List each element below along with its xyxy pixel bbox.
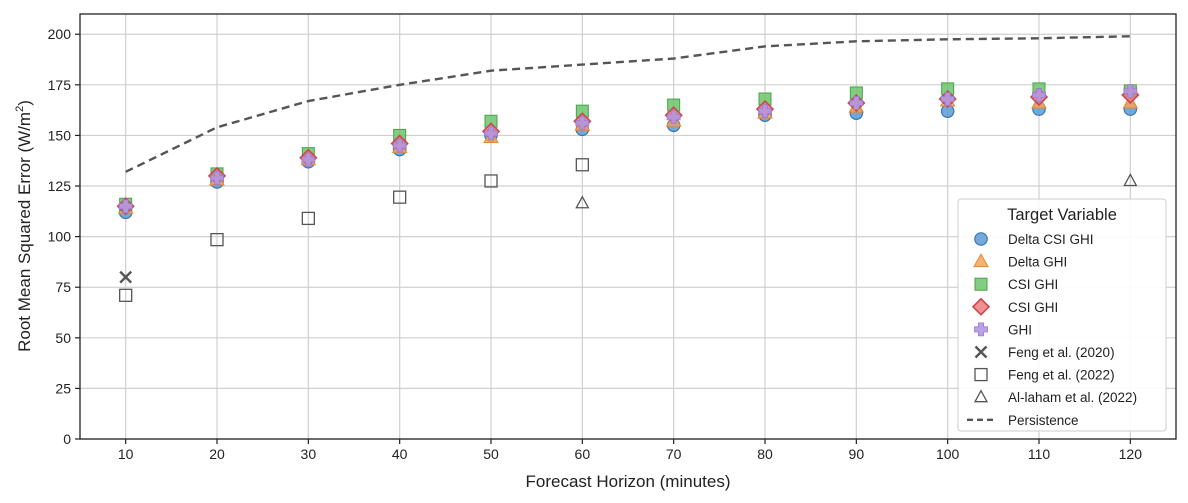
x-tick-label: 110	[1028, 446, 1051, 462]
feng-et-al-2022-open-square-point	[210, 233, 224, 247]
feng-et-al-2022-open-square-point	[119, 288, 133, 302]
feng-et-al-2022-open-square-point	[301, 211, 315, 226]
y-tick-label: 100	[48, 229, 72, 245]
y-tick-label: 0	[63, 431, 71, 447]
legend-marker-ghi-plus	[974, 322, 988, 337]
ghi-plus-point	[118, 199, 133, 214]
ghi-plus-point	[1032, 88, 1046, 102]
legend-marker-al-laham-et-al-2022-open-triangle	[973, 389, 989, 403]
x-tick-label: 20	[209, 446, 225, 462]
y-axis-label: Root Mean Squared Error (W/m2)	[14, 100, 34, 352]
legend-label: CSI GHI	[1008, 300, 1058, 315]
feng-et-al-2020-x-point	[119, 270, 133, 284]
x-axis-label: Forecast Horizon (minutes)	[525, 472, 730, 491]
legend-marker-csi-ghi-square	[974, 277, 988, 291]
x-tick-label: 40	[392, 446, 408, 462]
y-tick-label: 125	[48, 178, 72, 194]
legend-title: Target Variable	[1007, 206, 1117, 224]
y-tick-label: 50	[55, 330, 71, 346]
y-tick-label: 175	[48, 77, 72, 93]
feng-et-al-2022-open-square-point	[575, 158, 589, 172]
ghi-plus-point	[758, 104, 772, 119]
y-tick-label: 25	[55, 380, 71, 396]
persistence-series-line	[125, 35, 1131, 173]
legend-label: Delta CSI GHI	[1008, 232, 1094, 247]
ghi-plus-point	[392, 138, 407, 153]
legend: Target Variable Delta CSI GHI Delta GHI CS…	[957, 198, 1167, 432]
y-axis-label-superscript: 2	[14, 106, 26, 112]
legend-label: Delta GHI	[1008, 255, 1067, 270]
axis-ticks: 10 20 30 40 50 60 70 80 90 100 110 120 0 25 50 75 100 125…	[48, 26, 1143, 462]
ghi-plus-point	[1123, 84, 1138, 98]
x-tick-label: 120	[1119, 446, 1143, 462]
ghi-plus-point	[301, 152, 316, 167]
y-tick-label: 75	[55, 279, 71, 295]
x-tick-label: 60	[575, 446, 591, 462]
feng-et-al-2022-open-square-point	[393, 190, 407, 204]
legend-label: Al-laham et al. (2022)	[1008, 390, 1137, 405]
legend-box	[957, 198, 1167, 432]
x-tick-label: 50	[483, 446, 499, 462]
x-tick-label: 90	[849, 446, 865, 462]
ghi-plus-point	[849, 96, 864, 110]
x-tick-label: 80	[757, 446, 773, 462]
persistence-line-layer	[125, 35, 1131, 173]
legend-label: Feng et al. (2020)	[1008, 345, 1115, 360]
legend-label: Persistence	[1008, 413, 1079, 428]
legend-marker-feng-et-al-2020-x	[974, 345, 988, 359]
legend-label: GHI	[1008, 322, 1032, 337]
legend-marker-delta-ghi-triangle	[973, 253, 989, 268]
ghi-plus-point	[940, 92, 955, 106]
legend-items: Delta CSI GHI Delta GHI CSI GHI CSI GHI GHI F…	[967, 232, 1137, 428]
al-laham-et-al-2022-open-triangle-point	[575, 195, 590, 209]
legend-label: CSI GHI	[1008, 277, 1058, 292]
legend-marker-delta-csi-ghi-circle	[974, 232, 988, 246]
ghi-plus-point	[575, 116, 590, 131]
legend-marker-csi-ghi-diamond	[971, 297, 991, 316]
y-tick-label: 200	[48, 26, 72, 42]
al-laham-et-al-2022-open-triangle-point	[1123, 173, 1138, 187]
legend-marker-feng-et-al-2022-open-square	[974, 367, 988, 382]
ghi-plus-point	[484, 126, 498, 141]
x-tick-label: 10	[118, 446, 134, 462]
legend-label: Feng et al. (2022)	[1008, 368, 1115, 383]
x-tick-label: 30	[301, 446, 317, 462]
ghi-plus-point	[210, 171, 224, 185]
plot-frame	[79, 13, 1177, 440]
x-tick-label: 70	[666, 446, 682, 462]
data-points	[116, 82, 1140, 302]
y-tick-label: 150	[48, 127, 72, 143]
ghi-plus-point	[666, 110, 681, 125]
x-tick-label: 100	[936, 446, 960, 462]
feng-et-al-2022-open-square-point	[484, 174, 498, 188]
